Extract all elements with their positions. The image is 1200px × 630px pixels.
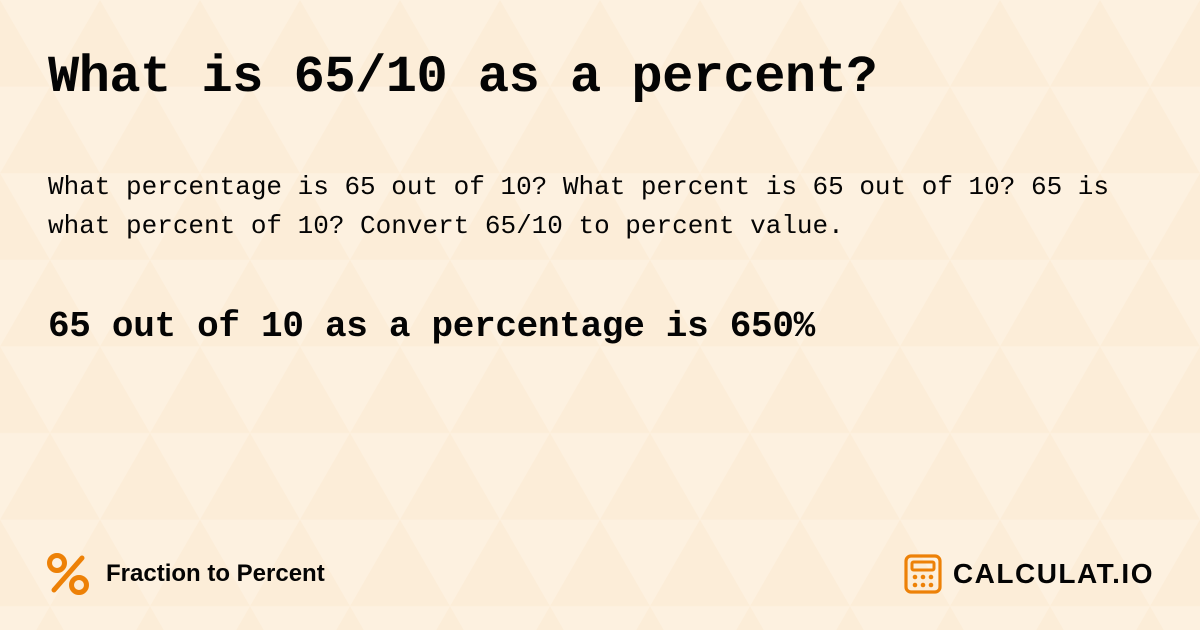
page-title: What is 65/10 as a percent?	[48, 48, 1152, 108]
footer-left: Fraction to Percent	[46, 552, 325, 596]
calculator-icon	[903, 554, 943, 594]
brand: CALCULAT.IO	[903, 554, 1154, 594]
brand-text: CALCULAT.IO	[953, 558, 1154, 590]
answer-text: 65 out of 10 as a percentage is 650%	[48, 304, 1152, 351]
category-label: Fraction to Percent	[106, 560, 325, 588]
percent-icon	[46, 552, 90, 596]
footer: Fraction to Percent CALCULAT.IO	[0, 524, 1200, 630]
main-content: What is 65/10 as a percent? What percent…	[0, 0, 1200, 351]
description-text: What percentage is 65 out of 10? What pe…	[48, 168, 1148, 246]
